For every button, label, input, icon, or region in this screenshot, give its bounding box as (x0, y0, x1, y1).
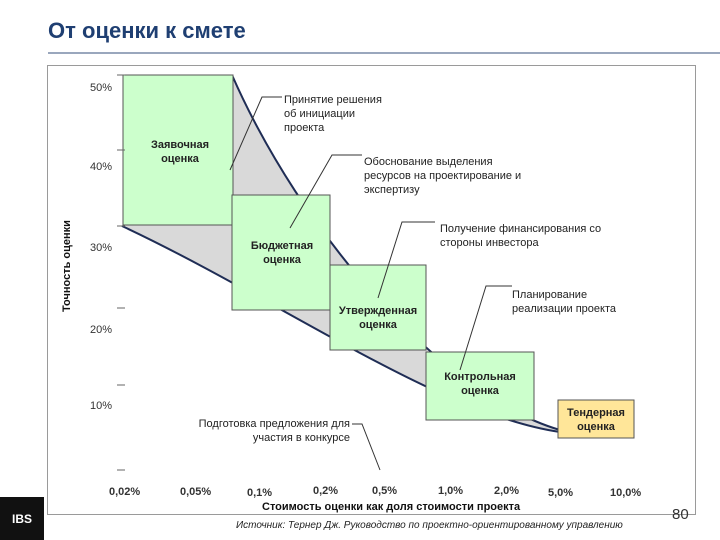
y-tick-10: 10% (90, 400, 112, 412)
label-tender: Тендерная оценка (567, 407, 625, 433)
page-number: 80 (672, 506, 689, 523)
leader-tender (352, 423, 381, 471)
x-tick-2-0: 2,0% (494, 485, 519, 497)
slide-title: От оценки к смете (48, 18, 246, 43)
chart-frame (47, 65, 696, 515)
x-tick-0-5: 0,5% (372, 485, 397, 497)
label-budget: Бюджетная оценка (251, 240, 313, 266)
callout-resources: Обоснование выделения ресурсов на проекти… (364, 156, 521, 196)
leader-resources (289, 154, 362, 229)
x-tick-0-1: 0,1% (247, 487, 272, 499)
callout-planning: Планирование реализации проекта (512, 289, 617, 315)
callout-tender-prep: Подготовка предложения для участия в конк… (199, 418, 350, 444)
ibs-logo: IBS (0, 497, 44, 540)
title-rule (48, 52, 720, 54)
source-note: Источник: Тернер Дж. Руководство по прое… (236, 520, 623, 531)
y-axis: 50% 40% 30% 20% 10% (90, 74, 125, 471)
x-tick-10-0: 10,0% (610, 487, 641, 499)
label-approved: Утвержденная оценка (339, 305, 417, 331)
leader-financing (377, 221, 435, 299)
y-axis-title: Точность оценки (61, 220, 73, 312)
x-tick-0-05: 0,05% (180, 486, 211, 498)
callout-financing: Получение финансирования со стороны инвес… (440, 223, 601, 249)
y-tick-30: 30% (90, 242, 112, 254)
box-control-estimate (425, 351, 535, 421)
leader-planning (459, 285, 512, 371)
x-tick-0-2: 0,2% (313, 485, 338, 497)
callout-initiation: Принятие решения об инициации проекта (284, 94, 382, 134)
box-budget-estimate (231, 194, 331, 311)
label-application: Заявочная оценка (151, 139, 209, 165)
label-control: Контрольная оценка (444, 371, 516, 397)
y-tick-20: 20% (90, 324, 112, 336)
box-tender-estimate (557, 399, 635, 439)
x-axis-title: Стоимость оценки как доля стоимости прое… (262, 501, 521, 513)
x-tick-1-0: 1,0% (438, 485, 463, 497)
leader-initiation (229, 96, 282, 171)
x-axis: 0,02% 0,05% 0,1% 0,2% 0,5% 1,0% 2,0% 5,0… (109, 485, 641, 499)
box-approved-estimate (329, 264, 427, 351)
x-tick-5-0: 5,0% (548, 487, 573, 499)
y-tick-50: 50% (90, 82, 112, 94)
x-tick-0-02: 0,02% (109, 486, 140, 498)
y-tick-40: 40% (90, 161, 112, 173)
